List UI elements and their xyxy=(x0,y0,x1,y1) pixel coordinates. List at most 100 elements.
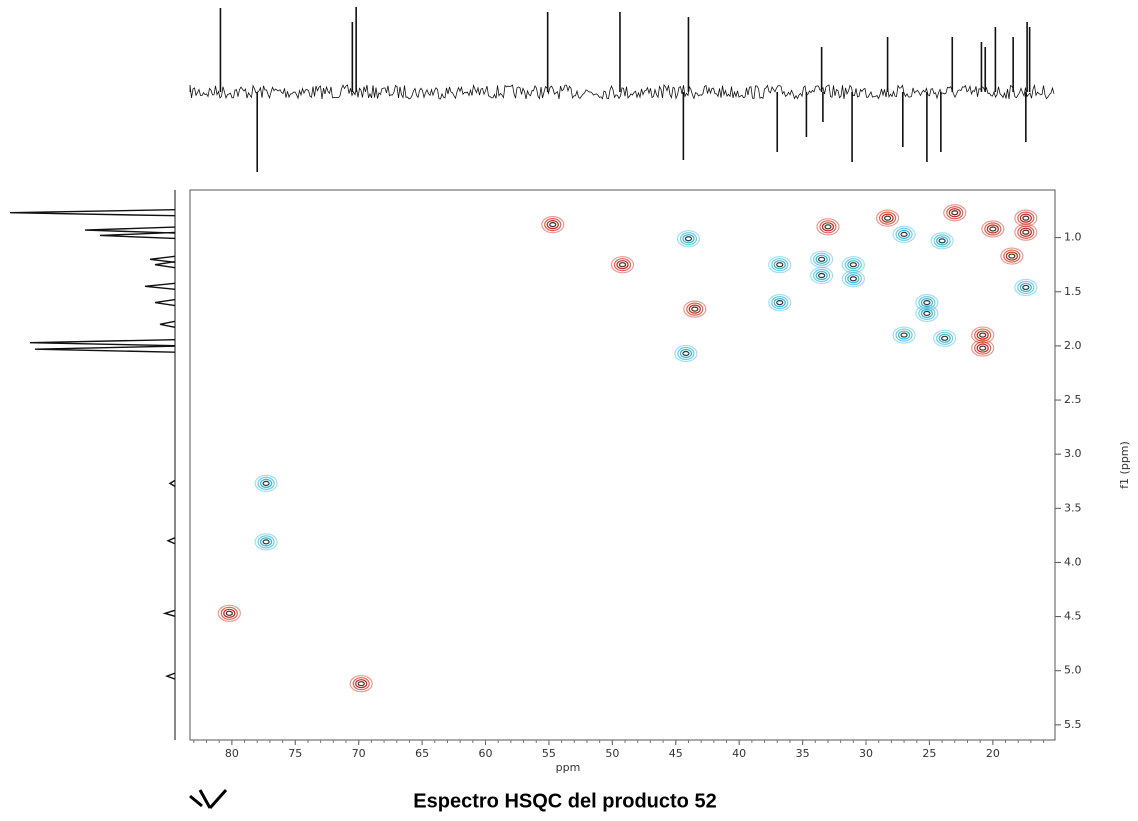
contour xyxy=(1022,284,1030,291)
contour xyxy=(768,256,792,274)
y-tick-label: 4.0 xyxy=(1064,555,1082,568)
contour xyxy=(810,266,834,285)
contour xyxy=(813,268,831,283)
contour xyxy=(920,297,933,308)
contour xyxy=(971,339,995,357)
contour xyxy=(986,224,999,234)
pen-icon xyxy=(189,789,228,809)
x-tick-label: 70 xyxy=(352,747,366,760)
contour xyxy=(943,204,967,222)
x-tick-label: 30 xyxy=(859,747,873,760)
x-tick-label: 50 xyxy=(605,747,619,760)
contour xyxy=(1005,251,1018,261)
peak xyxy=(816,218,840,236)
contour xyxy=(844,272,862,286)
left-trace-peak xyxy=(154,261,176,269)
contour xyxy=(1017,225,1035,239)
contour xyxy=(254,474,278,493)
peak xyxy=(683,300,707,318)
contour xyxy=(920,308,933,319)
peak xyxy=(841,270,865,288)
contour xyxy=(1008,253,1016,259)
contour xyxy=(257,535,275,549)
peak xyxy=(1014,278,1038,297)
contour xyxy=(819,220,837,234)
y-tick-label: 1.0 xyxy=(1064,231,1082,244)
contour xyxy=(974,328,992,342)
peak xyxy=(915,293,939,312)
left-trace-peak xyxy=(166,537,176,545)
y-tick-label: 4.5 xyxy=(1064,610,1082,623)
contour xyxy=(933,329,957,347)
contour xyxy=(618,262,627,268)
contour xyxy=(915,293,939,312)
contour xyxy=(984,222,1002,236)
contour xyxy=(849,276,857,282)
contour xyxy=(223,608,236,618)
peak xyxy=(971,339,995,357)
contour xyxy=(1003,249,1021,263)
contour xyxy=(900,332,908,338)
peak xyxy=(768,293,792,312)
y-tick-label: 5.0 xyxy=(1064,664,1082,677)
left-trace-peak xyxy=(168,479,176,488)
contour xyxy=(549,222,557,228)
y-tick-label: 2.0 xyxy=(1064,339,1082,352)
peak xyxy=(1014,223,1038,241)
contour xyxy=(900,231,908,237)
contour xyxy=(352,677,370,691)
contour xyxy=(979,332,987,338)
peak xyxy=(674,344,698,363)
contour xyxy=(981,220,1005,238)
contour xyxy=(895,328,913,342)
contour xyxy=(1014,223,1038,241)
contour xyxy=(979,345,987,351)
contour xyxy=(818,272,826,279)
y-tick-label: 3.0 xyxy=(1064,447,1082,460)
contour xyxy=(259,537,273,547)
contour xyxy=(613,258,632,272)
contour xyxy=(948,208,961,218)
x-tick-label: 25 xyxy=(922,747,936,760)
contour xyxy=(1022,215,1030,221)
contour xyxy=(682,234,695,244)
contour xyxy=(679,232,698,246)
contour xyxy=(683,300,707,318)
contour xyxy=(918,306,936,321)
peak xyxy=(892,225,916,243)
contour xyxy=(355,679,368,689)
contour xyxy=(938,238,946,244)
contour xyxy=(813,252,831,266)
peak xyxy=(610,256,635,274)
contour xyxy=(1019,227,1032,237)
contour xyxy=(1017,211,1035,225)
y-tick-label: 5.5 xyxy=(1064,718,1082,731)
contour xyxy=(941,335,949,341)
contour xyxy=(974,341,992,355)
left-trace-peak xyxy=(144,282,176,291)
peak xyxy=(1000,247,1024,265)
contour xyxy=(220,606,238,620)
peak xyxy=(981,220,1005,238)
peak xyxy=(933,329,957,347)
contour xyxy=(976,343,989,353)
contour xyxy=(897,330,911,340)
peak xyxy=(892,326,916,344)
peak xyxy=(254,474,278,493)
contour xyxy=(849,262,857,268)
contour xyxy=(262,480,270,487)
top-trace-noise xyxy=(189,83,1055,100)
contour xyxy=(1019,213,1032,223)
x-tick-label: 55 xyxy=(542,747,556,760)
contour xyxy=(686,302,704,316)
contour xyxy=(818,256,826,262)
contour xyxy=(892,326,916,344)
contour xyxy=(541,216,565,234)
contour xyxy=(915,304,939,323)
contour xyxy=(262,539,270,545)
contour xyxy=(923,310,931,317)
contour xyxy=(773,297,786,308)
left-trace-peak xyxy=(159,320,176,328)
contour xyxy=(1000,247,1024,265)
contour xyxy=(821,222,835,232)
